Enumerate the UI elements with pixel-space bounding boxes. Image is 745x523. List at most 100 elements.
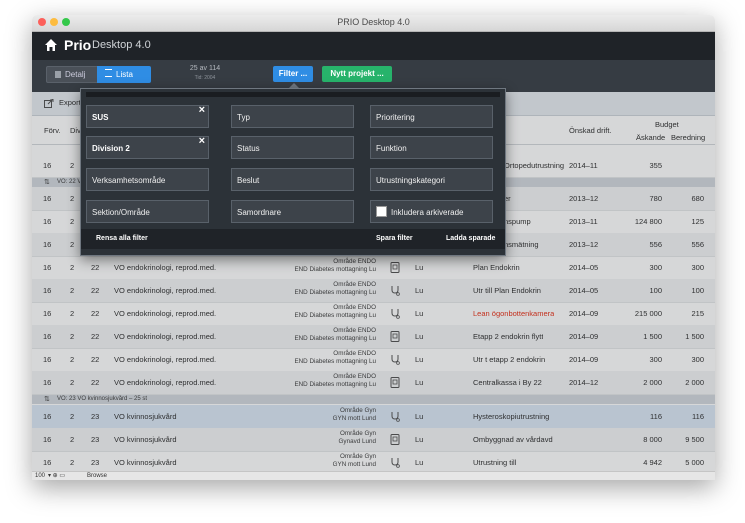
col-forv[interactable]: Förv. bbox=[44, 126, 61, 135]
cell-askande: 780 bbox=[649, 194, 662, 203]
cell-askande: 215 000 bbox=[634, 309, 662, 318]
cell-beredning: 116 bbox=[692, 412, 704, 421]
cell-project-name[interactable]: Ombyggnad av vårdavd bbox=[473, 435, 553, 444]
export-icon[interactable] bbox=[44, 99, 54, 108]
cell-project-name[interactable]: Ortopedutrustning bbox=[504, 161, 565, 170]
cell-vo-name: VO endokrinologi, reprod.med. bbox=[114, 263, 217, 272]
table-row[interactable]: 16 2 22 VO endokrinologi, reprod.med. Område… bbox=[32, 325, 715, 349]
cell-beredning: 300 bbox=[691, 355, 704, 364]
cell-drift: 2013–11 bbox=[569, 217, 598, 226]
include-archived-checkbox[interactable] bbox=[376, 206, 387, 217]
cell-project-name[interactable]: Plan Endokrin bbox=[473, 263, 520, 272]
filter-typ[interactable]: Typ bbox=[231, 105, 354, 128]
sort-group-icon[interactable]: ⇅ bbox=[44, 179, 50, 186]
cell-project-name[interactable]: Etapp 2 endokrin flytt bbox=[473, 332, 544, 341]
cell-project-name[interactable]: nsmätning bbox=[504, 240, 539, 249]
sort-group-icon[interactable]: ⇅ bbox=[44, 396, 50, 403]
close-window-button[interactable] bbox=[38, 18, 46, 26]
remove-filter-division-icon[interactable]: × bbox=[198, 135, 205, 147]
col-onskad-drift[interactable]: Önskad drift. bbox=[569, 126, 612, 135]
table-row[interactable]: 16 2 22 VO endokrinologi, reprod.med. Område… bbox=[32, 371, 715, 395]
cell-ort: Lu bbox=[415, 309, 424, 318]
cell-vo: 22 bbox=[91, 378, 100, 387]
cell-drift: 2013–12 bbox=[569, 240, 599, 249]
cell-vo: 22 bbox=[91, 355, 100, 364]
home-icon[interactable] bbox=[44, 38, 58, 52]
cell-div: 2 bbox=[70, 263, 75, 272]
cell-askande: 100 bbox=[649, 286, 662, 295]
table-row[interactable]: 16 2 22 VO endokrinologi, reprod.med. Område… bbox=[32, 279, 715, 303]
app-header: Prio Desktop 4.0 bbox=[32, 32, 715, 60]
cell-drift: 2014–09 bbox=[569, 355, 599, 364]
cell-project-name[interactable]: er bbox=[504, 194, 511, 203]
device-icon bbox=[390, 262, 400, 273]
zoom-level[interactable]: 100 bbox=[35, 473, 46, 479]
col-askande[interactable]: Äskande bbox=[636, 133, 666, 142]
filter-samordnare[interactable]: Samordnare bbox=[231, 200, 354, 223]
remove-filter-sus-icon[interactable]: × bbox=[198, 104, 205, 116]
zoom-controls-icon[interactable]: ▾ ⊕ ▭ bbox=[48, 473, 66, 479]
cell-drift: 2013–12 bbox=[569, 194, 599, 203]
cell-omrade: Område ENDO END Diabetes mottagning Lu bbox=[236, 373, 376, 389]
filter-beslut[interactable]: Beslut bbox=[231, 168, 354, 191]
cell-forv: 16 bbox=[43, 458, 52, 467]
clear-all-filters-button[interactable]: Rensa alla filter bbox=[96, 235, 148, 242]
cell-ort: Lu bbox=[415, 412, 424, 421]
cell-div: 2 bbox=[70, 240, 75, 249]
filter-status[interactable]: Status bbox=[231, 136, 354, 159]
cell-forv: 16 bbox=[43, 355, 52, 364]
filter-division[interactable]: Division 2 × bbox=[86, 135, 209, 159]
col-div[interactable]: Div bbox=[70, 126, 81, 135]
filter-prioritering[interactable]: Prioritering bbox=[370, 105, 493, 128]
cell-project-name[interactable]: Utr till Plan Endokrin bbox=[473, 286, 541, 295]
filter-sektion-omrade[interactable]: Sektion/Område bbox=[86, 200, 209, 223]
cell-ort: Lu bbox=[415, 355, 424, 364]
filter-utrustningskategori[interactable]: Utrustningskategori bbox=[370, 168, 493, 191]
zoom-window-button[interactable] bbox=[62, 18, 70, 26]
cell-omrade: Område ENDO END Diabetes mottagning Lu bbox=[236, 281, 376, 297]
view-detail-button[interactable]: Detalj bbox=[46, 66, 98, 83]
cell-forv: 16 bbox=[43, 378, 52, 387]
filter-footer: Rensa alla filter Spara filter Ladda spa… bbox=[81, 229, 505, 249]
table-row[interactable]: 16 2 23 VO kvinnosjukvård Område Gyn GYN mott… bbox=[32, 405, 715, 429]
cell-div: 2 bbox=[70, 378, 75, 387]
cell-omrade-line1: Område ENDO bbox=[333, 258, 376, 265]
save-filter-button[interactable]: Spara filter bbox=[376, 235, 413, 242]
cell-forv: 16 bbox=[43, 161, 52, 170]
cell-vo: 23 bbox=[91, 435, 100, 444]
logo-desktop: Desktop 4.0 bbox=[92, 39, 151, 51]
cell-project-name[interactable]: Lean ögonbottenkamera bbox=[473, 309, 555, 318]
group-header[interactable]: ⇅ VO: 23 VO kvinnosjukvård – 25 st bbox=[32, 395, 715, 404]
cell-project-name[interactable]: Hysteroskopiutrustning bbox=[473, 412, 550, 421]
filter-funktion[interactable]: Funktion bbox=[370, 136, 493, 159]
cell-div: 2 bbox=[70, 194, 75, 203]
cell-forv: 16 bbox=[43, 194, 52, 203]
cell-omrade-line2: GYN mott Lund bbox=[332, 415, 376, 422]
include-archived-toggle[interactable]: Inkludera arkiverade bbox=[370, 200, 493, 223]
stethoscope-icon bbox=[390, 285, 400, 296]
cell-project-name[interactable]: Utrustning till bbox=[473, 458, 517, 467]
filter-panel: SUS × Division 2 × Verksamhetsområde Sek… bbox=[80, 88, 506, 256]
filter-button[interactable]: Filter ... bbox=[273, 66, 313, 82]
export-label[interactable]: Export bbox=[59, 98, 81, 107]
cell-div: 2 bbox=[70, 217, 75, 226]
cell-project-name[interactable]: Centralkassa i By 22 bbox=[473, 378, 542, 387]
cell-project-name[interactable]: nspump bbox=[504, 217, 531, 226]
load-saved-filters-button[interactable]: Ladda sparade bbox=[446, 235, 496, 242]
view-list-button[interactable]: Lista bbox=[97, 66, 151, 83]
filter-panel-topbar bbox=[86, 92, 500, 97]
new-project-button[interactable]: Nytt projekt ... bbox=[322, 66, 392, 82]
cell-askande: 300 bbox=[649, 263, 662, 272]
cell-omrade-line1: Område ENDO bbox=[333, 281, 376, 288]
cell-div: 2 bbox=[70, 412, 75, 421]
cell-drift: 2014–05 bbox=[569, 286, 599, 295]
cell-ort: Lu bbox=[415, 332, 424, 341]
filter-verksamhetsomrade[interactable]: Verksamhetsområde bbox=[86, 168, 209, 191]
table-row[interactable]: 16 2 23 VO kvinnosjukvård Område Gyn Gynavd L… bbox=[32, 428, 715, 452]
filter-sus[interactable]: SUS × bbox=[86, 104, 209, 128]
cell-project-name[interactable]: Utr t etapp 2 endokrin bbox=[473, 355, 546, 364]
filter-panel-arrow bbox=[289, 83, 299, 88]
minimize-window-button[interactable] bbox=[50, 18, 58, 26]
col-budget: Budget bbox=[655, 120, 679, 129]
col-beredning[interactable]: Beredning bbox=[671, 133, 706, 142]
